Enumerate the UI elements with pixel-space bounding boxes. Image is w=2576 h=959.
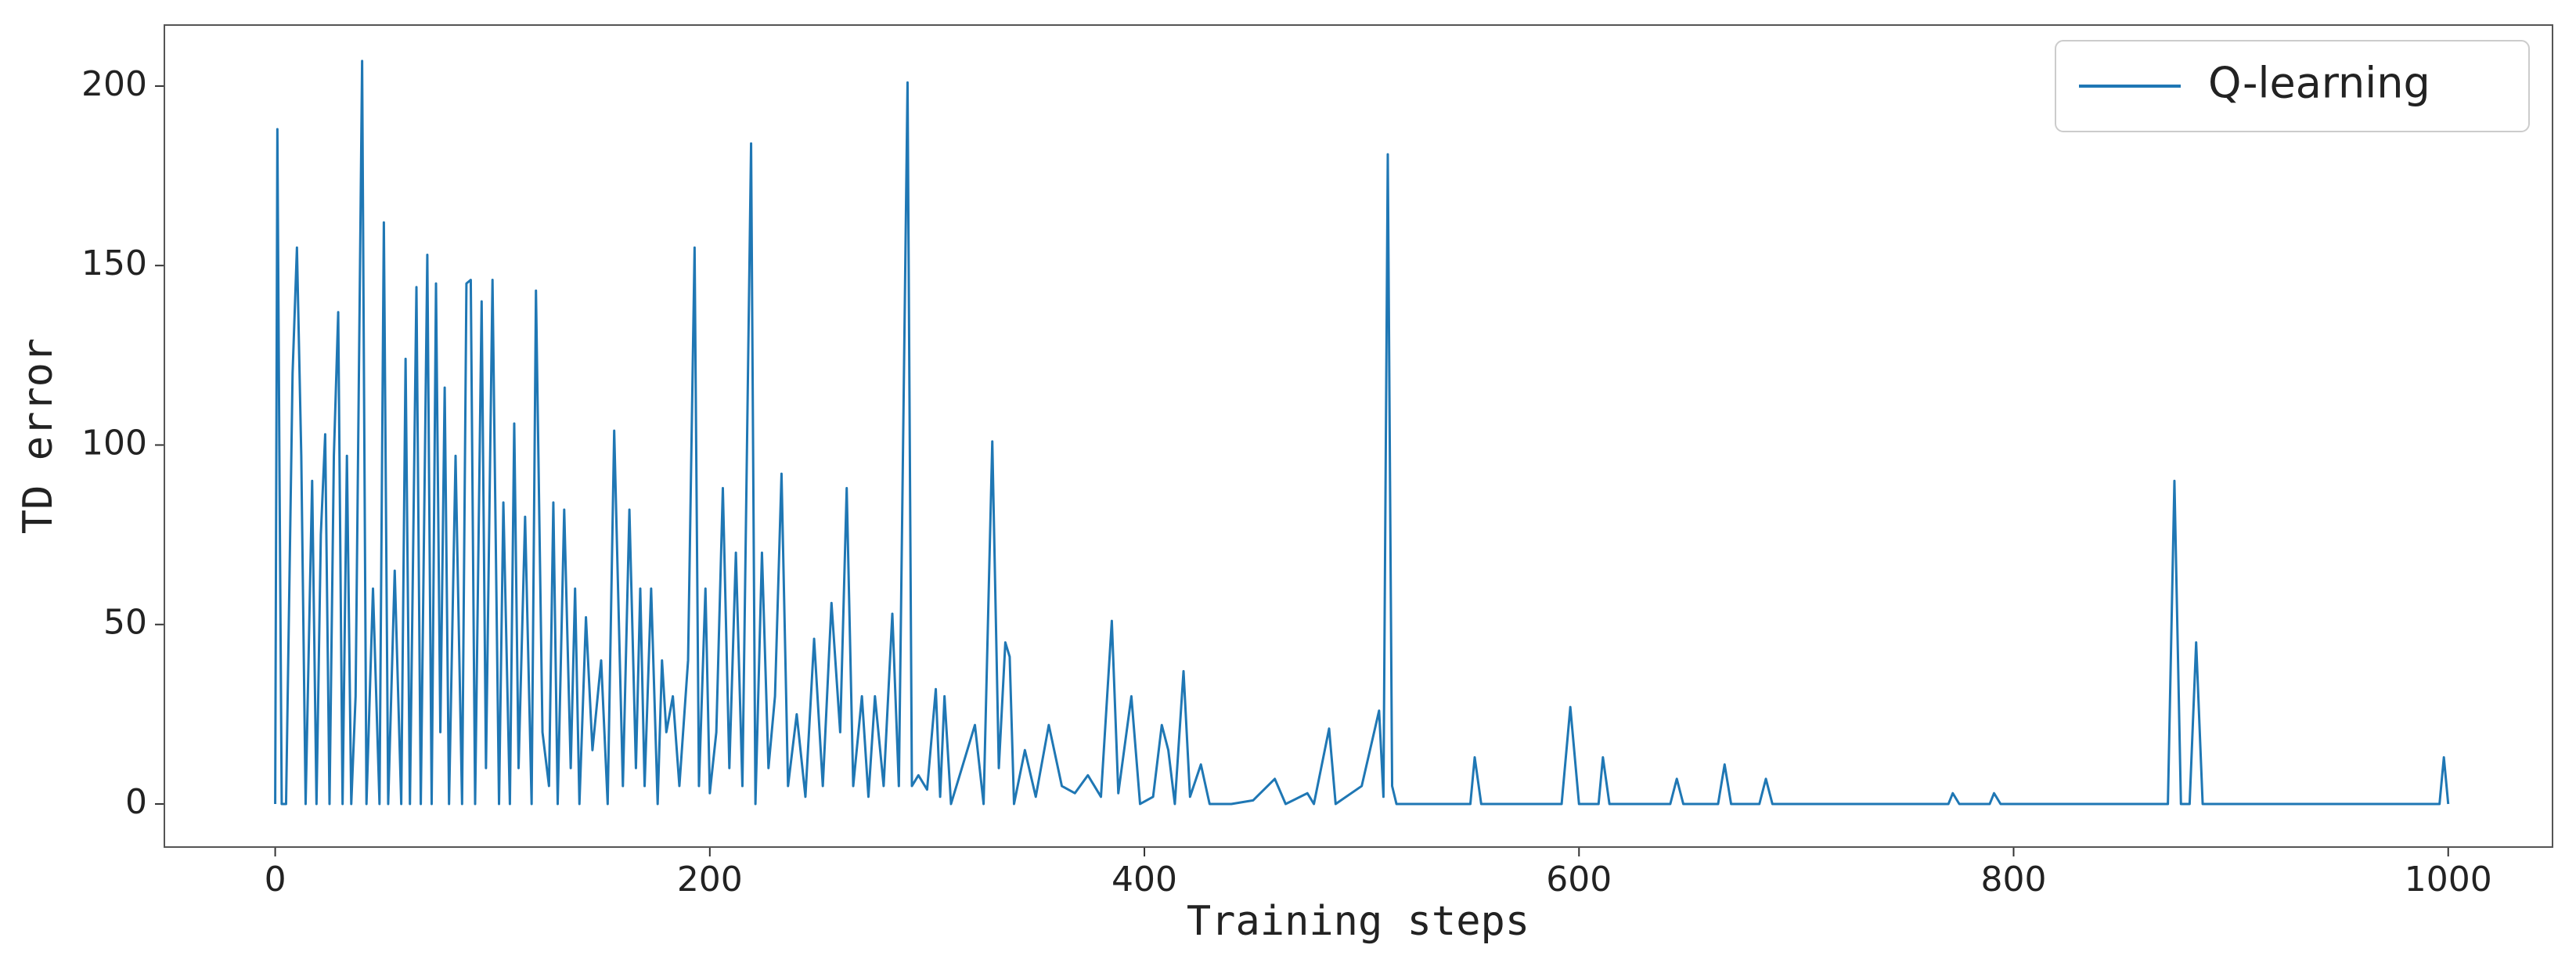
legend-label: Q-learning <box>2208 59 2430 108</box>
y-axis-label: TD error <box>15 338 62 534</box>
x-tick-label: 800 <box>1981 860 2047 900</box>
y-tick-label: 100 <box>81 423 147 463</box>
y-tick-label: 0 <box>125 782 147 822</box>
x-tick-label: 400 <box>1111 860 1177 900</box>
x-tick-label: 600 <box>1546 860 1612 900</box>
x-axis-label: Training steps <box>1187 898 1529 945</box>
y-tick-label: 50 <box>103 603 147 643</box>
x-tick-label: 200 <box>677 860 743 900</box>
legend-box <box>2055 40 2530 132</box>
plot-frame <box>164 24 2553 848</box>
y-tick-label: 200 <box>81 64 147 104</box>
y-tick-label: 150 <box>81 243 147 283</box>
x-tick-label: 1000 <box>2405 860 2492 900</box>
x-tick-label: 0 <box>265 860 286 900</box>
line <box>274 59 2450 806</box>
